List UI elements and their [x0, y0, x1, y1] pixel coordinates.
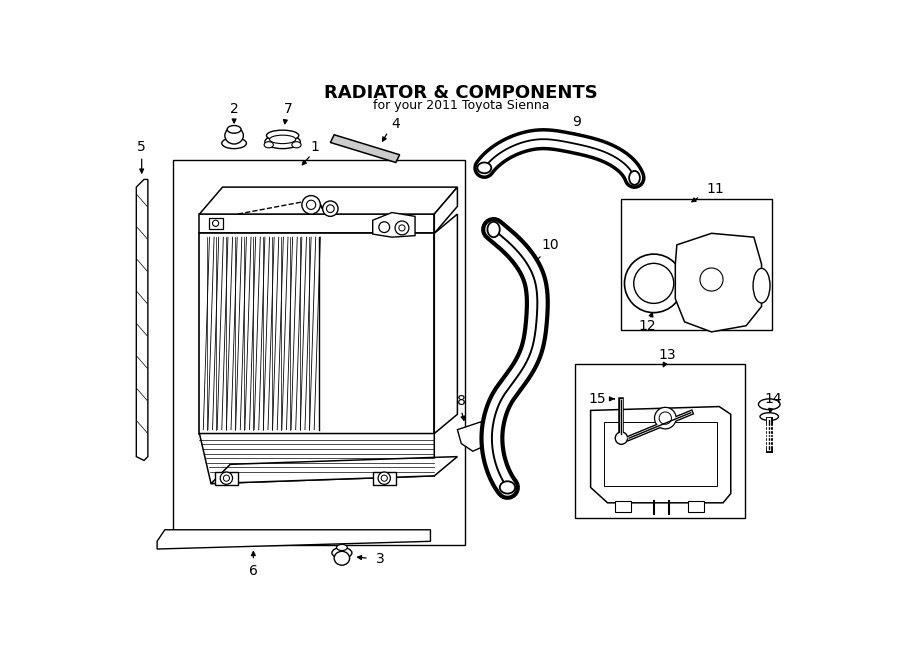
Polygon shape [373, 472, 396, 485]
Text: 15: 15 [589, 392, 606, 406]
Circle shape [659, 412, 671, 424]
Polygon shape [435, 187, 457, 233]
Polygon shape [200, 214, 435, 233]
Circle shape [323, 201, 338, 216]
Ellipse shape [264, 141, 274, 148]
Polygon shape [200, 187, 457, 214]
Polygon shape [373, 213, 415, 237]
Ellipse shape [334, 551, 349, 565]
Text: 13: 13 [659, 348, 677, 362]
Circle shape [382, 475, 387, 481]
Ellipse shape [759, 399, 780, 410]
Text: 10: 10 [541, 238, 559, 252]
Circle shape [220, 472, 232, 485]
Polygon shape [158, 529, 430, 549]
Ellipse shape [629, 171, 640, 185]
Ellipse shape [225, 127, 243, 144]
Ellipse shape [265, 135, 301, 149]
Polygon shape [200, 434, 435, 484]
Text: 8: 8 [457, 394, 465, 408]
Ellipse shape [488, 222, 500, 237]
Ellipse shape [332, 547, 352, 559]
Text: 9: 9 [572, 114, 581, 129]
Ellipse shape [269, 135, 296, 143]
Text: RADIATOR & COMPONENTS: RADIATOR & COMPONENTS [324, 84, 598, 102]
Polygon shape [211, 457, 457, 484]
Circle shape [212, 220, 219, 226]
Ellipse shape [266, 130, 299, 141]
Text: 1: 1 [310, 140, 320, 154]
Bar [621, 199, 771, 330]
Circle shape [654, 407, 676, 429]
Circle shape [307, 200, 316, 210]
Polygon shape [136, 179, 148, 461]
Text: 11: 11 [706, 182, 724, 196]
Polygon shape [330, 135, 400, 163]
Ellipse shape [760, 412, 778, 420]
Ellipse shape [500, 481, 515, 494]
Bar [575, 364, 744, 518]
Text: 2: 2 [230, 102, 238, 116]
Bar [616, 501, 631, 512]
Text: 6: 6 [249, 564, 257, 578]
Circle shape [399, 225, 405, 231]
Ellipse shape [753, 268, 770, 303]
Text: 5: 5 [138, 140, 146, 154]
Ellipse shape [337, 545, 347, 551]
Ellipse shape [292, 141, 302, 148]
Text: for your 2011 Toyota Sienna: for your 2011 Toyota Sienna [373, 99, 550, 112]
Bar [200, 233, 435, 434]
Ellipse shape [221, 138, 247, 149]
Circle shape [223, 475, 230, 481]
Circle shape [395, 221, 409, 235]
Circle shape [700, 268, 723, 291]
Ellipse shape [227, 126, 241, 134]
Circle shape [378, 472, 391, 485]
Circle shape [379, 222, 390, 233]
Circle shape [625, 254, 683, 313]
Polygon shape [215, 472, 238, 485]
Polygon shape [209, 218, 222, 229]
Bar [688, 501, 704, 512]
Circle shape [302, 196, 320, 214]
Text: 12: 12 [639, 319, 656, 332]
Text: 14: 14 [764, 392, 782, 406]
Circle shape [634, 263, 674, 303]
Circle shape [616, 432, 627, 444]
Ellipse shape [477, 163, 491, 173]
Text: 4: 4 [392, 117, 400, 131]
Polygon shape [675, 233, 761, 332]
Polygon shape [457, 422, 490, 451]
Polygon shape [435, 214, 457, 434]
Polygon shape [590, 407, 731, 503]
Circle shape [327, 205, 334, 213]
Text: 7: 7 [284, 102, 292, 116]
Bar [173, 160, 465, 545]
Text: 3: 3 [376, 552, 385, 566]
